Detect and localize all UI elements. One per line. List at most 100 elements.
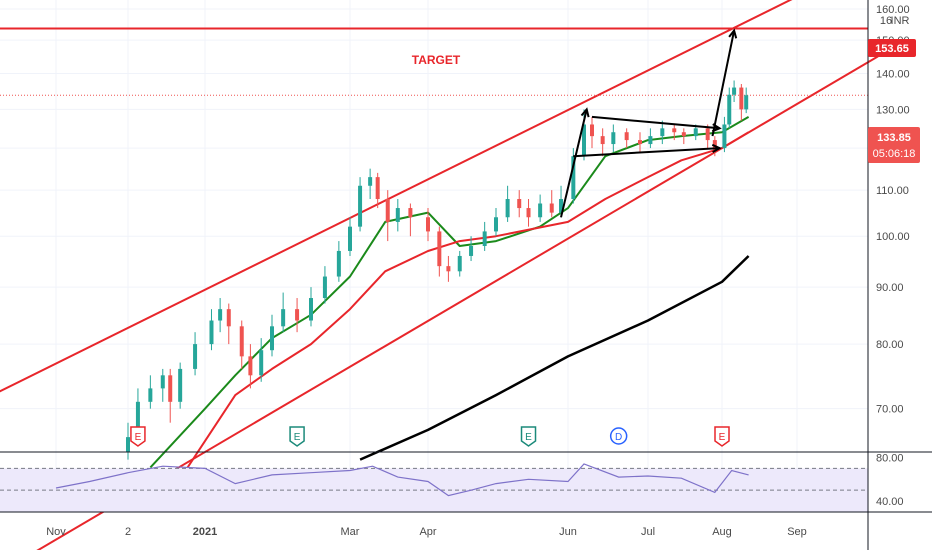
candle-body — [248, 356, 253, 376]
earnings-marker-shape — [714, 426, 730, 447]
candle-body — [281, 309, 286, 327]
earnings-marker-shape — [130, 426, 146, 447]
y-axis-top-label: 16 — [880, 15, 892, 27]
candle-body — [408, 208, 413, 218]
x-tick-label: Aug — [712, 526, 732, 538]
candle-body — [482, 231, 487, 246]
candle-body — [727, 94, 732, 125]
target-price-tag: 153.65 — [875, 43, 909, 55]
candle-body — [732, 87, 737, 95]
candle-body — [309, 298, 313, 321]
candle-body — [611, 132, 616, 145]
target-arrowhead — [728, 28, 738, 39]
candle-body — [693, 128, 698, 137]
candle-body — [270, 326, 274, 351]
y-tick-label: 90.00 — [876, 282, 904, 294]
event-marker-e: E — [520, 426, 537, 447]
price-labels: TARGET 153.65 133.85 05:06:18 16 INR — [412, 15, 920, 163]
candle-body — [712, 140, 717, 149]
rsi-y-tick-label: 40.00 — [876, 496, 904, 508]
rsi-y-tick-label: 80.00 — [876, 452, 904, 464]
candle-body — [226, 309, 231, 327]
candle-body — [336, 250, 341, 277]
candle-body — [505, 199, 510, 218]
flag-lower-arrowhead — [711, 143, 722, 153]
candle-body — [259, 350, 264, 376]
candle-body — [426, 217, 430, 232]
candle-body — [559, 199, 564, 213]
candle-body — [722, 124, 727, 149]
candle-body — [739, 87, 744, 110]
candle-body — [672, 128, 677, 133]
candle-body — [600, 136, 605, 145]
candle-body — [160, 375, 165, 389]
target-price-tag-bg — [868, 39, 916, 57]
candle-body — [135, 401, 140, 438]
ema-long-line — [186, 131, 750, 468]
candle-body — [218, 309, 223, 321]
flag-lower-line — [573, 147, 720, 158]
candle-body — [681, 132, 686, 137]
flag-upper-arrowhead — [711, 123, 722, 133]
candle-body — [571, 156, 576, 200]
event-marker-d: D — [609, 427, 628, 445]
x-tick-label: Jun — [559, 526, 577, 538]
flagpole-up-line — [560, 109, 588, 218]
candle-body — [638, 140, 642, 145]
candle-body — [193, 344, 198, 369]
candle-body — [549, 203, 554, 213]
x-tick-label: Apr — [419, 526, 436, 538]
candle-body — [358, 185, 363, 227]
long-ma-line — [359, 255, 750, 461]
candle-body — [648, 136, 653, 145]
last-price-tag-bg — [868, 127, 920, 163]
grid — [0, 0, 868, 512]
candle-body — [469, 245, 474, 256]
event-marker-e: E — [130, 426, 146, 447]
earnings-marker-shape — [289, 426, 305, 447]
last-price-tag: 133.85 — [877, 132, 911, 144]
event-marker-label: E — [525, 432, 532, 443]
rsi-line — [55, 463, 749, 497]
channel-upper-line — [0, 0, 793, 393]
candle-body — [295, 309, 300, 321]
candle-body — [526, 208, 531, 218]
event-marker-label: E — [719, 432, 726, 443]
event-marker-label: D — [615, 432, 622, 443]
y-tick-label: 130.00 — [876, 104, 910, 116]
event-marker-label: E — [135, 432, 142, 443]
y-tick-label: 100.00 — [876, 231, 910, 243]
y-tick-label: 110.00 — [876, 185, 909, 197]
countdown-tag: 05:06:18 — [873, 148, 916, 160]
candles — [126, 80, 749, 460]
candle-body — [437, 231, 442, 267]
x-tick-label: Sep — [787, 526, 807, 538]
target-annotation: TARGET — [412, 53, 461, 67]
candle-body — [660, 128, 665, 137]
candle-body — [368, 177, 373, 186]
candle-body — [744, 95, 749, 110]
candle-body — [517, 199, 522, 209]
candle-body — [705, 128, 710, 141]
event-marker-e: E — [714, 426, 730, 447]
y-tick-label: 80.00 — [876, 339, 904, 351]
breakout-projection-line — [711, 30, 736, 137]
candle-body — [395, 208, 400, 222]
candle-body — [457, 255, 462, 272]
currency-label: INR — [891, 15, 910, 27]
y-tick-label: 70.00 — [876, 404, 904, 416]
candle-body — [624, 132, 629, 141]
x-tick-label: 2 — [125, 526, 131, 538]
candle-body — [148, 388, 153, 402]
x-tick-label: Mar — [341, 526, 360, 538]
candle-body — [446, 266, 451, 272]
flagpole-arrowhead — [580, 107, 590, 118]
candle-body — [126, 437, 130, 452]
rsi-pane — [0, 451, 932, 513]
x-tick-label: Nov — [46, 526, 66, 538]
candle-body — [494, 217, 498, 232]
candle-body — [375, 177, 380, 200]
